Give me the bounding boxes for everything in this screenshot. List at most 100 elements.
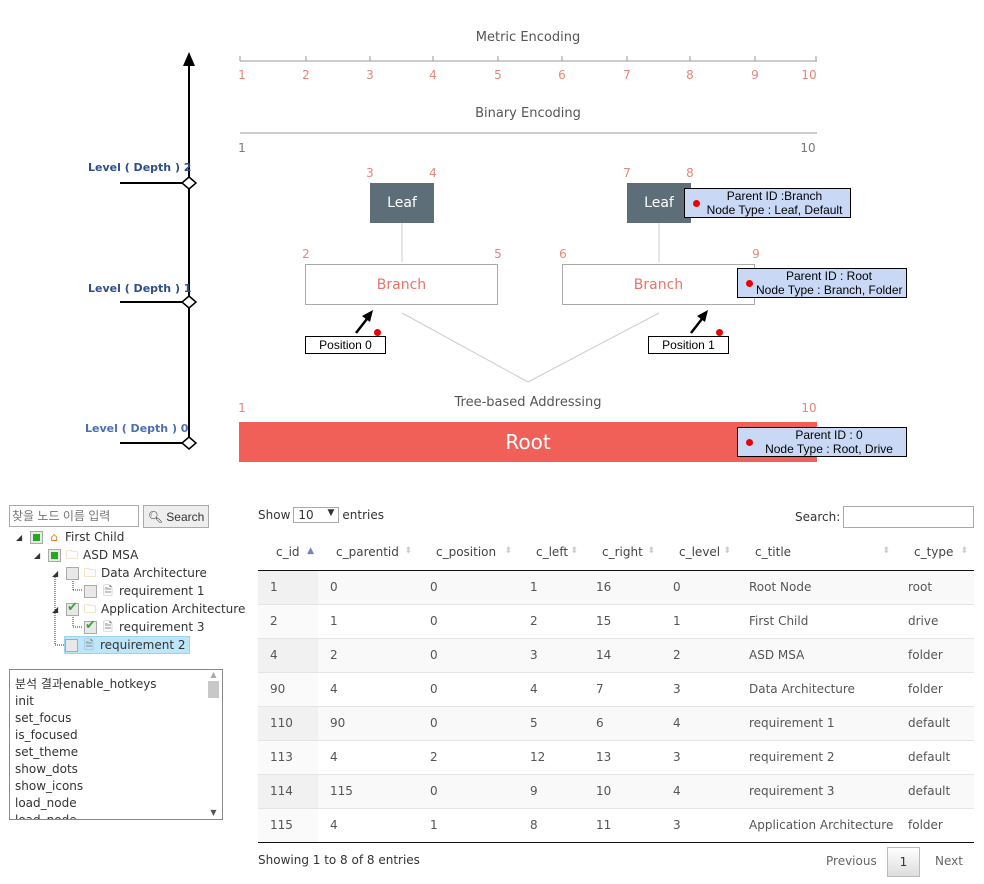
log-item: init	[15, 694, 34, 708]
table-row[interactable]: 1 0 0 1 16 0 Root Node root	[258, 569, 974, 604]
table-row[interactable]: 115 4 1 8 11 3 Application Architecture folder	[258, 807, 974, 842]
page-length-select[interactable]: 10 ▼	[293, 507, 340, 523]
red-dot	[746, 439, 753, 446]
cell-c-title: requirement 1	[737, 705, 896, 740]
table-search-input[interactable]	[843, 506, 974, 528]
binary-end: 10	[800, 141, 816, 155]
binary-encoding-title: Binary Encoding	[475, 106, 581, 121]
expand-icon[interactable]: ◢	[52, 568, 59, 578]
metric-tick: 10	[801, 68, 817, 82]
cell-c-type: default	[896, 705, 974, 740]
column-label: c_right	[602, 544, 643, 559]
search-button[interactable]: 🔍︎ Search	[143, 505, 209, 528]
table-row[interactable]: 90 4 0 4 7 3 Data Architecture folder	[258, 671, 974, 706]
checkbox[interactable]	[48, 548, 61, 562]
checkbox[interactable]	[66, 600, 79, 616]
column-header-c-right[interactable]: c_right ⬍	[584, 534, 661, 571]
cell-c-parentid: 2	[318, 637, 418, 672]
search-icon: 🔍︎	[147, 509, 163, 524]
column-label: c_title	[755, 544, 792, 559]
log-item: show_dots	[15, 762, 78, 776]
tree-node-label: requirement 1	[119, 584, 205, 598]
table-footer-divider	[258, 842, 974, 843]
scrollbar[interactable]: ▲ ▼	[205, 670, 222, 819]
cell-c-id: 90	[258, 671, 318, 706]
cell-c-title: requirement 3	[737, 773, 896, 808]
tree-node-label: ASD MSA	[83, 548, 139, 562]
tree-node-application-architecture[interactable]: ◢ 🗀 Application Architecture	[52, 600, 245, 618]
cell-c-title: requirement 2	[737, 739, 896, 774]
file-icon: 🗎	[103, 620, 113, 634]
metric-tick: 4	[429, 68, 437, 82]
column-header-c-level[interactable]: c_level ⬍	[661, 534, 737, 571]
search-button-label: Search	[166, 509, 205, 524]
table-row[interactable]: 114 115 0 9 10 4 requirement 3 default	[258, 773, 974, 808]
checkbox[interactable]	[65, 638, 78, 652]
leaf-left: 3	[366, 166, 374, 180]
cell-c-position: 0	[418, 773, 518, 808]
cell-c-type: folder	[896, 807, 974, 842]
table-row[interactable]: 113 4 2 12 13 3 requirement 2 default	[258, 739, 974, 774]
checkbox[interactable]	[30, 530, 43, 544]
cell-c-right: 16	[584, 569, 661, 604]
cell-c-position: 2	[418, 739, 518, 774]
cell-c-type: default	[896, 739, 974, 774]
tree-end: 10	[801, 401, 817, 415]
tree-addressing-title: Tree-based Addressing	[454, 395, 602, 410]
tree-node-label: requirement 3	[119, 620, 205, 634]
event-log-list[interactable]: 분석 결과enable_hotkeys init set_focus is_fo…	[9, 669, 223, 820]
tree-node-data-architecture[interactable]: ◢ 🗀 Data Architecture	[52, 564, 207, 582]
node-search-input[interactable]	[9, 505, 139, 527]
column-header-c-title[interactable]: c_title ⬍	[737, 534, 896, 571]
table-row[interactable]: 4 2 0 3 14 2 ASD MSA folder	[258, 637, 974, 672]
cell-c-level: 2	[661, 637, 737, 672]
file-icon: 🗎	[84, 638, 94, 652]
column-header-c-left[interactable]: c_left ⬍	[518, 534, 584, 571]
position-1-label: Position 1	[648, 336, 729, 354]
cell-c-right: 14	[584, 637, 661, 672]
checkbox[interactable]	[84, 584, 97, 598]
checkbox[interactable]	[66, 566, 79, 580]
log-item: is_focused	[15, 728, 78, 742]
scroll-up-icon[interactable]: ▲	[210, 670, 217, 679]
expand-icon[interactable]: ◢	[34, 550, 41, 560]
cell-c-type: default	[896, 773, 974, 808]
column-header-c-type[interactable]: c_type ⬍	[896, 534, 974, 571]
column-header-c-position[interactable]: c_position ⬍	[418, 534, 518, 571]
checkbox[interactable]	[84, 618, 97, 634]
root-node: Root	[239, 422, 817, 462]
log-item: 분석 결과enable_hotkeys	[15, 677, 157, 691]
leaf-right: 4	[429, 166, 437, 180]
page-1-button[interactable]: 1	[887, 847, 920, 877]
cell-c-id: 113	[258, 739, 318, 774]
metric-encoding-title: Metric Encoding	[475, 30, 581, 45]
metric-tick: 2	[302, 68, 310, 82]
tree-node-first-child[interactable]: ◢ ⌂ First Child	[16, 528, 124, 546]
column-header-c-id[interactable]: c_id ▲	[258, 534, 318, 571]
table-row[interactable]: 2 1 0 2 15 1 First Child drive	[258, 603, 974, 638]
expand-icon[interactable]: ◢	[16, 532, 23, 542]
sort-icon: ⬍	[404, 546, 412, 556]
cell-c-type: folder	[896, 671, 974, 706]
scrollbar-thumb[interactable]	[208, 681, 219, 698]
arrow-up-icon	[183, 52, 195, 66]
leaf-node: Leaf	[370, 183, 434, 223]
cell-c-right: 11	[584, 807, 661, 842]
table-row[interactable]: 110 90 0 5 6 4 requirement 1 default	[258, 705, 974, 740]
scroll-down-icon[interactable]: ▼	[210, 808, 217, 817]
cell-c-left: 4	[518, 671, 584, 706]
column-header-c-parentid[interactable]: c_parentid ⬍	[318, 534, 418, 571]
next-button[interactable]: Next	[935, 854, 963, 868]
tree-node-requirement-3[interactable]: 🗎 requirement 3	[84, 618, 205, 636]
branch-node: Branch	[305, 264, 498, 305]
tree-node-label: First Child	[65, 530, 125, 544]
tree-node-requirement-2[interactable]: 🗎 requirement 2	[64, 636, 190, 654]
cell-c-position: 0	[418, 603, 518, 638]
previous-button[interactable]: Previous	[826, 854, 877, 868]
cell-c-left: 1	[518, 569, 584, 604]
tree-node-asd-msa[interactable]: ◢ 🗀 ASD MSA	[34, 546, 138, 564]
expand-icon[interactable]: ◢	[52, 604, 59, 614]
tree-node-requirement-1[interactable]: 🗎 requirement 1	[84, 582, 205, 600]
sort-icon: ⬍	[882, 546, 890, 556]
cell-c-parentid: 4	[318, 671, 418, 706]
